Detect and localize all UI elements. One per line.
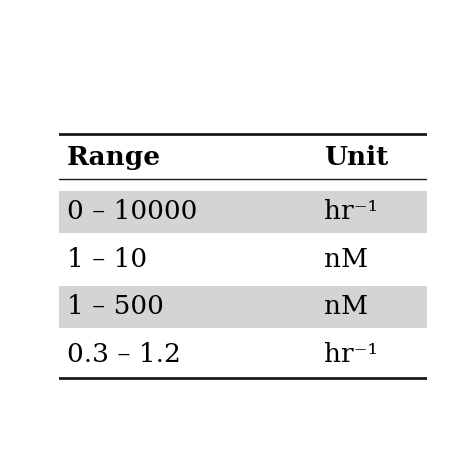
Text: 0 – 10000: 0 – 10000 bbox=[66, 200, 197, 225]
Text: 1 – 500: 1 – 500 bbox=[66, 294, 164, 319]
Text: 1 – 10: 1 – 10 bbox=[66, 247, 147, 272]
Text: 0.3 – 1.2: 0.3 – 1.2 bbox=[66, 342, 181, 367]
Text: Unit: Unit bbox=[324, 145, 388, 170]
Bar bbox=[59, 191, 427, 233]
Bar bbox=[59, 286, 427, 328]
Text: nM: nM bbox=[324, 294, 368, 319]
Text: hr⁻¹: hr⁻¹ bbox=[324, 200, 378, 225]
Text: Range: Range bbox=[66, 145, 161, 170]
Text: nM: nM bbox=[324, 247, 368, 272]
Text: hr⁻¹: hr⁻¹ bbox=[324, 342, 378, 367]
